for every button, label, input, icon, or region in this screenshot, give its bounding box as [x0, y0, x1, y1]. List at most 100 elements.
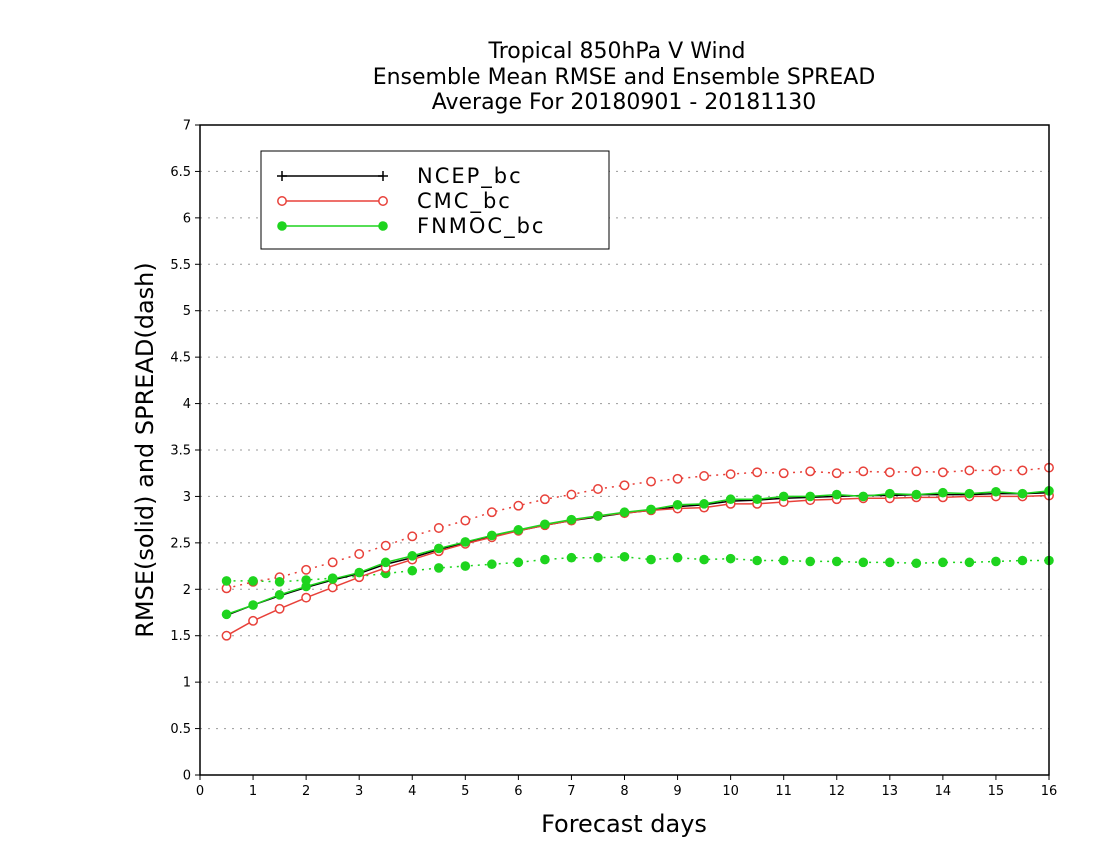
rmse-point: [354, 567, 364, 578]
spread-point: [964, 557, 975, 568]
rmse-point: [248, 615, 259, 626]
y-tick-label: 5.5: [170, 258, 191, 273]
rmse-point: [513, 525, 524, 535]
y-axis-label: RMSE(solid) and SPREAD(dash): [131, 262, 159, 638]
rmse-point: [274, 603, 285, 614]
rmse-point: [911, 489, 922, 500]
legend-marker: [378, 196, 388, 206]
title-line-3: Average For 20180901 - 20181130: [432, 90, 817, 115]
y-tick-label: 6.5: [170, 165, 191, 180]
y-tick-label: 3.5: [170, 444, 191, 459]
rmse-point: [699, 499, 709, 509]
y-tick-label: 2.5: [170, 536, 191, 551]
y-tick-label: 0.5: [170, 722, 191, 737]
spread-point: [540, 554, 550, 565]
legend-entry-FNMOC_bc: FNMOC_bc: [277, 214, 545, 239]
spread-point: [699, 554, 709, 565]
spread-point: [990, 465, 1001, 476]
x-axis-label: Forecast days: [541, 810, 707, 838]
y-axis-ticks: 0 0.5 1 1.5 2 2.5 3 3.5 4 4.5 5 5.5 6 6.5 7: [170, 119, 200, 784]
series-FNMOC_bc-spread: [221, 551, 1054, 587]
spread-point: [486, 507, 497, 518]
x-tick-label: 12: [828, 784, 845, 799]
spread-point: [380, 540, 391, 551]
spread-point: [566, 552, 577, 563]
gridlines: [200, 170, 1049, 730]
series-CMC_bc-rmse: [221, 490, 1054, 641]
spread-point: [566, 489, 577, 500]
rmse-point: [752, 494, 762, 505]
chart-title: Tropical 850hPa V Wind Ensemble Mean RMS…: [373, 39, 876, 115]
y-tick-label: 1.5: [170, 629, 191, 644]
legend-label: CMC_bc: [417, 189, 512, 214]
rmse-point: [858, 491, 869, 502]
spread-point: [858, 466, 869, 477]
x-tick-label: 5: [461, 784, 469, 799]
spread-point: [274, 577, 285, 587]
spread-point: [778, 468, 789, 479]
spread-point: [619, 480, 630, 491]
y-tick-label: 3: [183, 490, 191, 505]
spread-point: [672, 473, 683, 484]
legend-label: FNMOC_bc: [417, 214, 545, 239]
rmse-point: [327, 582, 338, 593]
spread-point: [354, 549, 365, 559]
spread-point: [646, 476, 656, 487]
rmse-point: [1017, 488, 1028, 499]
plot-area: [221, 462, 1054, 641]
spread-point: [911, 466, 922, 477]
spread-line: [226, 466, 1050, 590]
x-tick-label: 7: [567, 784, 575, 799]
rmse-point: [566, 514, 577, 525]
rmse-point: [433, 543, 444, 554]
title-line-2: Ensemble Mean RMSE and Ensemble SPREAD: [373, 65, 876, 90]
y-tick-label: 4: [183, 397, 191, 412]
spread-point: [407, 531, 418, 542]
rmse-point: [248, 600, 258, 610]
rmse-point: [885, 488, 895, 499]
rmse-point: [380, 557, 391, 568]
x-tick-label: 13: [882, 784, 899, 799]
rmse-point: [619, 507, 630, 518]
spread-point: [991, 556, 1001, 567]
x-tick-label: 3: [355, 784, 363, 799]
y-tick-label: 1: [183, 676, 191, 691]
x-tick-label: 11: [775, 784, 792, 799]
spread-point: [672, 552, 683, 563]
x-axis-ticks: 0 1 2 3 4 5 6 7 8 9 10 11 12 13 14 15 16: [196, 775, 1057, 799]
spread-point: [460, 561, 471, 571]
rmse-line: [226, 490, 1050, 616]
spread-point: [699, 471, 710, 481]
spread-point: [805, 556, 816, 567]
spread-point: [619, 551, 630, 562]
spread-point: [248, 576, 258, 586]
legend-marker: [277, 196, 287, 206]
rmse-point: [407, 551, 418, 561]
rmse-point: [327, 574, 338, 584]
x-tick-label: 15: [988, 784, 1005, 799]
spread-point: [460, 515, 471, 526]
spread-point: [301, 564, 312, 575]
spread-point: [1017, 555, 1028, 566]
x-tick-label: 8: [620, 784, 628, 799]
spread-point: [858, 557, 869, 568]
spread-point: [778, 555, 789, 566]
rmse-point: [805, 491, 816, 502]
spread-point: [433, 523, 444, 533]
rmse-point: [964, 488, 975, 499]
legend-entry-NCEP_bc: NCEP_bc: [277, 164, 521, 189]
spread-point: [327, 557, 338, 568]
rmse-point: [540, 519, 550, 530]
legend-entry-CMC_bc: CMC_bc: [277, 189, 512, 214]
y-tick-label: 7: [183, 119, 191, 134]
spread-point: [752, 555, 762, 566]
spread-point: [433, 563, 444, 573]
spread-point: [513, 500, 524, 511]
rmse-point: [646, 504, 656, 515]
title-line-1: Tropical 850hPa V Wind: [487, 39, 745, 64]
spread-point: [487, 559, 497, 570]
rmse-point: [778, 491, 789, 502]
y-tick-label: 0: [183, 769, 191, 784]
